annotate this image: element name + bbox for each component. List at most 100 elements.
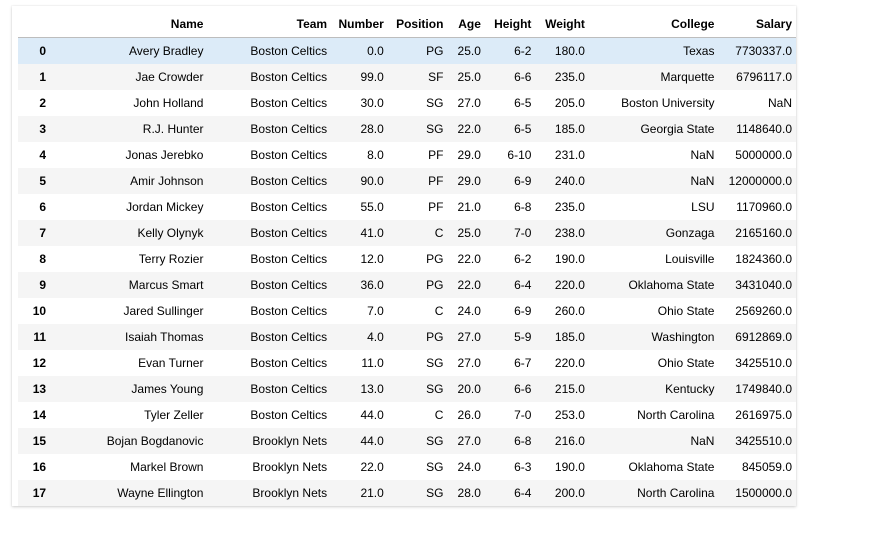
row-index: 5 [39, 174, 47, 188]
cell-height: 6-2 [514, 44, 532, 58]
cell-height: 6-8 [514, 434, 532, 448]
cell-position: PG [426, 252, 444, 266]
row-index: 2 [39, 96, 47, 110]
cell-college: NaN [690, 148, 715, 162]
cell-name: John Holland [133, 96, 204, 110]
cell-name: Terry Rozier [138, 252, 204, 266]
table-row[interactable]: 6 Jordan Mickey Boston Celtics 55.0 PF 21.0 6-… [18, 194, 796, 220]
cell-salary: 1148640.0 [736, 122, 792, 136]
table-row[interactable]: 13 James Young Boston Celtics 13.0 SG 20.0 6-6… [18, 376, 796, 402]
table-row[interactable]: 7 Kelly Olynyk Boston Celtics 41.0 C 25.0 7-0 2… [18, 220, 796, 246]
cell-height: 6-6 [514, 382, 532, 396]
cell-number: 11.0 [361, 356, 384, 370]
cell-salary: 845059.0 [741, 460, 792, 474]
cell-height: 6-6 [514, 70, 532, 84]
cell-height: 7-0 [514, 408, 532, 422]
table-row[interactable]: 8 Terry Rozier Boston Celtics 12.0 PG 22.0 6-2… [18, 246, 796, 272]
table-row[interactable]: 1 Jae Crowder Boston Celtics 99.0 SF 25.0 6-6 2… [18, 64, 796, 90]
cell-college: Boston University [621, 96, 715, 110]
cell-college: Texas [683, 44, 715, 58]
cell-number: 8.0 [367, 148, 384, 162]
cell-team: Boston Celtics [250, 382, 328, 396]
cell-name: Tyler Zeller [144, 408, 204, 422]
table-row[interactable]: 3 R.J. Hunter Boston Celtics 28.0 SG 22.0 6-5 1… [18, 116, 796, 142]
cell-team: Boston Celtics [250, 96, 328, 110]
cell-weight: 190.0 [554, 252, 585, 266]
cell-position: PG [426, 278, 444, 292]
table-row[interactable]: 12 Evan Turner Boston Celtics 11.0 SG 27.0 6-7… [18, 350, 796, 376]
row-index: 9 [39, 278, 47, 292]
cell-height: 6-2 [514, 252, 532, 266]
cell-name: Markel Brown [130, 460, 204, 474]
cell-height: 6-3 [514, 460, 532, 474]
table-row[interactable]: 2 John Holland Boston Celtics 30.0 SG 27.0 6-5… [18, 90, 796, 116]
cell-weight: 185.0 [554, 122, 585, 136]
cell-college: Marquette [660, 70, 715, 84]
cell-team: Brooklyn Nets [252, 486, 328, 500]
table-header: Name Team Number Position Age Height Weight Col… [18, 11, 796, 38]
cell-position: SG [426, 96, 444, 110]
cell-position: PG [426, 330, 444, 344]
cell-age: 29.0 [457, 174, 481, 188]
cell-team: Boston Celtics [250, 408, 328, 422]
cell-college: Washington [651, 330, 715, 344]
cell-position: C [434, 408, 444, 422]
cell-team: Boston Celtics [250, 70, 328, 84]
cell-age: 24.0 [457, 460, 481, 474]
cell-number: 12.0 [360, 252, 384, 266]
cell-weight: 190.0 [554, 460, 585, 474]
cell-weight: 235.0 [554, 70, 585, 84]
table-row[interactable]: 0 Avery Bradley Boston Celtics 0.0 PG 25.0 6-2… [18, 37, 796, 64]
cell-number: 41.0 [360, 226, 384, 240]
cell-college: North Carolina [637, 486, 715, 500]
cell-position: PF [428, 148, 444, 162]
cell-college: NaN [690, 434, 715, 448]
cell-salary: 1824360.0 [735, 252, 792, 266]
cell-age: 21.0 [457, 200, 481, 214]
cell-team: Boston Celtics [250, 356, 328, 370]
cell-position: SF [428, 70, 444, 84]
cell-college: Gonzaga [665, 226, 715, 240]
cell-weight: 185.0 [554, 330, 585, 344]
table-row[interactable]: 15 Bojan Bogdanovic Brooklyn Nets 44.0 SG 27.… [18, 428, 796, 454]
cell-weight: 238.0 [554, 226, 585, 240]
row-index: 16 [32, 460, 47, 474]
cell-number: 30.0 [360, 96, 384, 110]
table-row[interactable]: 14 Tyler Zeller Boston Celtics 44.0 C 26.0 7-0… [18, 402, 796, 428]
cell-salary: 5000000.0 [735, 148, 792, 162]
cell-height: 6-4 [514, 486, 532, 500]
table-row[interactable]: 5 Amir Johnson Boston Celtics 90.0 PF 29.0 6-9… [18, 168, 796, 194]
row-index: 12 [32, 356, 47, 370]
table-row[interactable]: 16 Markel Brown Brooklyn Nets 22.0 SG 24.0 6-3… [18, 454, 796, 480]
table-row[interactable]: 17 Wayne Ellington Brooklyn Nets 21.0 SG 28.0… [18, 480, 796, 506]
table-body: 0 Avery Bradley Boston Celtics 0.0 PG 25.0 6-2… [18, 37, 796, 506]
row-index: 14 [32, 408, 47, 422]
cell-weight: 215.0 [554, 382, 585, 396]
cell-position: SG [426, 486, 444, 500]
header-row: Name Team Number Position Age Height Weight Col… [18, 11, 796, 38]
table-row[interactable]: 10 Jared Sullinger Boston Celtics 7.0 C 24.0 6… [18, 298, 796, 324]
cell-position: SG [426, 434, 444, 448]
table-row[interactable]: 11 Isaiah Thomas Boston Celtics 4.0 PG 27.0 5-… [18, 324, 796, 350]
cell-age: 29.0 [457, 148, 481, 162]
dataframe-table: Name Team Number Position Age Height Weight Col… [18, 11, 796, 506]
table-row[interactable]: 4 Jonas Jerebko Boston Celtics 8.0 PF 29.0 6-1… [18, 142, 796, 168]
cell-college: Ohio State [657, 304, 715, 318]
column-header-number: Number [331, 11, 388, 38]
table-row[interactable]: 9 Marcus Smart Boston Celtics 36.0 PG 22.0 6-4… [18, 272, 796, 298]
cell-name: Wayne Ellington [117, 486, 204, 500]
cell-name: Isaiah Thomas [124, 330, 204, 344]
cell-age: 25.0 [457, 226, 481, 240]
cell-team: Brooklyn Nets [252, 460, 328, 474]
cell-name: James Young [131, 382, 204, 396]
cell-salary: 12000000.0 [728, 174, 792, 188]
column-header-college: College [588, 11, 719, 38]
cell-age: 27.0 [457, 356, 481, 370]
cell-name: Avery Bradley [129, 44, 204, 58]
cell-number: 55.0 [360, 200, 384, 214]
cell-age: 27.0 [457, 330, 481, 344]
row-index: 7 [39, 226, 47, 240]
cell-number: 13.0 [360, 382, 384, 396]
cell-height: 6-8 [514, 200, 532, 214]
cell-age: 25.0 [457, 70, 481, 84]
